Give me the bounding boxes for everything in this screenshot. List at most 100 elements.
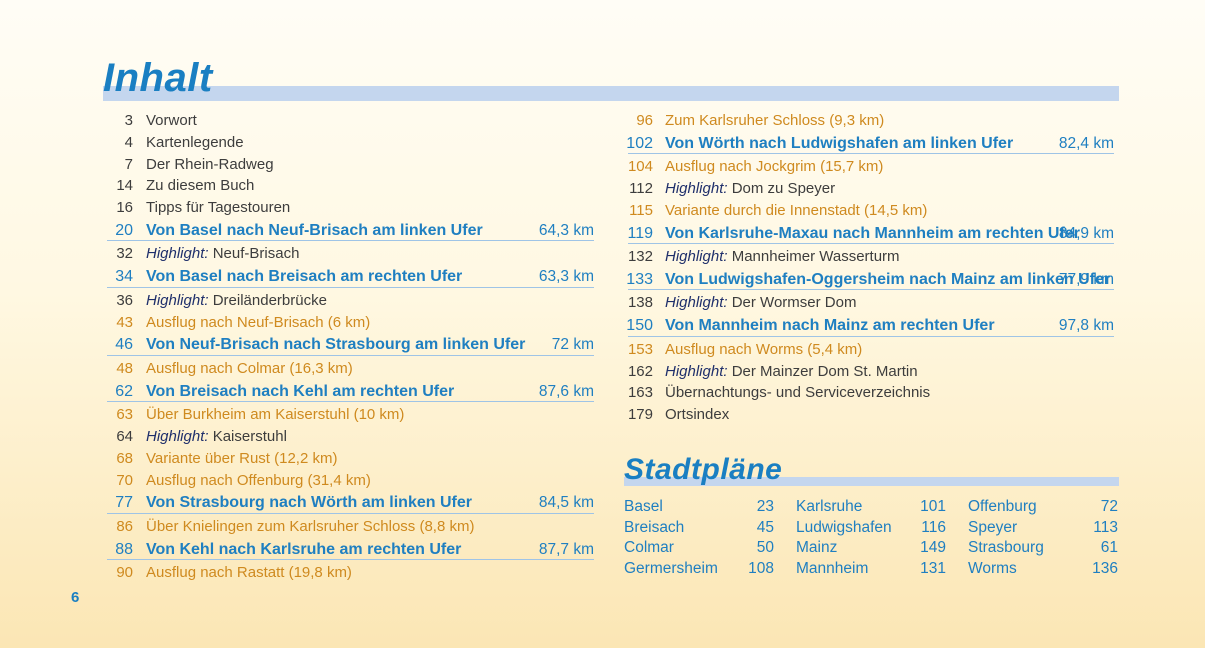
route-distance: 77,9 km: [1058, 270, 1114, 288]
toc-entry-excursion: 68 Variante über Rust (12,2 km): [103, 448, 594, 470]
toc-entry-text: Vorwort: [146, 112, 197, 129]
route-distance: 82,4 km: [1058, 134, 1114, 152]
toc-page-number: 132: [627, 248, 653, 266]
highlight-title: Der Wormser Dom: [727, 294, 857, 312]
toc-entry-text: Tipps für Tagestouren: [146, 199, 291, 217]
toc-page-number: 112: [629, 180, 653, 198]
city-name: Ludwigshafen: [796, 518, 892, 536]
toc-page-number: 32: [116, 245, 133, 263]
toc-page-number: 7: [124, 155, 133, 173]
city-name: Germersheim: [624, 560, 718, 578]
route-distance: 63,3 km: [538, 268, 594, 286]
highlight-title: Der Mainzer Dom St. Martin: [727, 362, 918, 380]
city-page-number: 108: [748, 560, 774, 578]
toc-page-number: 36: [116, 291, 133, 309]
toc-entry-text: Von Karlsruhe-Maxau nach Mannheim am rec…: [665, 224, 1080, 242]
toc-page-number: 96: [636, 112, 653, 129]
toc-page-number: 63: [116, 406, 133, 424]
toc-page-number: 90: [116, 564, 133, 582]
city-page-number: 116: [921, 518, 946, 536]
toc-page-number: 48: [116, 359, 133, 377]
toc-entry-text: Von Kehl nach Karlsruhe am rechten Ufer: [146, 540, 462, 558]
toc-entry-route: 119 Von Karlsruhe-Maxau nach Mannheim am …: [624, 222, 1114, 247]
toc-entry-text: Zu diesem Buch: [146, 177, 255, 195]
toc-page-number: 88: [115, 540, 133, 558]
toc-entry-text: Von Mannheim nach Mainz am rechten Ufer: [665, 317, 995, 335]
city-page-number: 72: [1100, 498, 1118, 515]
route-distance: 87,7 km: [538, 540, 594, 558]
toc-entry-route: 46 Von Neuf-Brisach nach Strasbourg am li…: [103, 333, 594, 358]
city-name: Breisach: [624, 518, 685, 536]
toc-entry-highlight: 138 Highlight: Der Wormser Dom: [624, 292, 1114, 314]
city-column: Offenburg 72 Speyer 113 Strasbourg 61 Worms 136: [968, 497, 1118, 580]
city-map-entry: Breisach 45: [624, 518, 774, 539]
city-page-number: 136: [1092, 560, 1118, 578]
toc-page-number: 104: [627, 158, 653, 176]
toc-entry-route: 102 Von Wörth nach Ludwigshafen am linken…: [624, 132, 1114, 157]
route-distance: 84,9 km: [1058, 224, 1114, 242]
toc-entry-route: 34 Von Basel nach Breisach am rechten Ufe…: [103, 265, 594, 290]
toc-page-number: 86: [116, 517, 133, 535]
city-page-number: 149: [920, 539, 946, 557]
toc-page-number: 14: [116, 177, 133, 195]
contents-heading: Inhalt: [103, 55, 1119, 105]
highlight-label: Highlight:: [146, 291, 209, 309]
city-map-entry: Strasbourg 61: [968, 538, 1118, 559]
toc-entry-excursion: 104 Ausflug nach Jockgrim (15,7 km): [624, 156, 1114, 178]
toc-entry-text: Von Neuf-Brisach nach Strasbourg am link…: [146, 336, 526, 354]
toc-entry-excursion: 70 Ausflug nach Offenburg (31,4 km): [103, 470, 594, 492]
toc-page-number: 4: [124, 133, 133, 151]
highlight-title: Kaiserstuhl: [208, 427, 287, 445]
toc-entry-text: Über Knielingen zum Karlsruher Schloss (…: [146, 517, 475, 535]
city-page-number: 131: [920, 560, 946, 578]
toc-entry-highlight: 32 Highlight: Neuf-Brisach: [103, 243, 594, 265]
toc-entry-text: Der Rhein-Radweg: [146, 155, 274, 173]
toc-page-number: 3: [124, 112, 133, 129]
city-name: Mainz: [796, 539, 838, 557]
toc-entry-excursion: 86 Über Knielingen zum Karlsruher Schloss…: [103, 516, 594, 538]
heading-bar: [624, 477, 1119, 486]
highlight-label: Highlight:: [665, 362, 728, 380]
toc-entry-excursion: 115 Variante durch die Innenstadt (14,5 k…: [624, 200, 1114, 222]
page-number: 6: [71, 589, 80, 606]
toc-entry-plain: 7 Der Rhein-Radweg: [103, 154, 594, 176]
toc-page-number: 133: [626, 270, 653, 288]
route-distance: 72 km: [551, 336, 594, 354]
toc-entry-text: Variante durch die Innenstadt (14,5 km): [665, 201, 928, 219]
toc-entry-plain: 3 Vorwort: [103, 110, 594, 132]
toc-entry-route: 133 Von Ludwigshafen-Oggersheim nach Main…: [624, 268, 1114, 293]
toc-page-number: 64: [116, 427, 133, 445]
city-page-number: 23: [756, 498, 774, 515]
city-page-number: 45: [756, 518, 774, 536]
toc-page-number: 119: [627, 224, 653, 242]
city-name: Basel: [624, 498, 663, 515]
toc-left-column: 3 Vorwort 4 Kartenlegende 7 Der Rhein-Radweg 1…: [103, 110, 594, 584]
city-name: Offenburg: [968, 498, 1037, 515]
toc-entry-route: 77 Von Strasbourg nach Wörth am linken Uf…: [103, 491, 594, 516]
toc-entry-plain: 163 Übernachtungs- und Serviceverzeichnis: [624, 382, 1114, 404]
toc-entry-excursion: 90 Ausflug nach Rastatt (19,8 km): [103, 562, 594, 584]
city-map-entry: Germersheim 108: [624, 559, 774, 580]
highlight-title: Dreiländerbrücke: [208, 291, 327, 309]
toc-entry-plain: 4 Kartenlegende: [103, 132, 594, 154]
toc-entry-text: Ausflug nach Neuf-Brisach (6 km): [146, 313, 371, 331]
toc-entry-text: Über Burkheim am Kaiserstuhl (10 km): [146, 406, 405, 424]
city-map-entry: Karlsruhe 101: [796, 497, 946, 518]
city-maps-heading: Stadtpläne: [624, 452, 1119, 492]
toc-entry-text: Highlight: Mannheimer Wasserturm: [665, 246, 900, 268]
toc-page-number: 62: [115, 382, 133, 400]
highlight-label: Highlight:: [146, 427, 209, 445]
toc-entry-text: Highlight: Der Mainzer Dom St. Martin: [665, 361, 918, 383]
toc-page-number: 77: [115, 494, 133, 512]
city-name: Colmar: [624, 539, 674, 557]
city-name: Worms: [968, 560, 1017, 578]
route-distance: 64,3 km: [538, 221, 594, 239]
highlight-title: Neuf-Brisach: [208, 245, 300, 263]
highlight-title: Mannheimer Wasserturm: [727, 248, 900, 266]
city-map-entry: Mannheim 131: [796, 559, 946, 580]
toc-entry-text: Ausflug nach Rastatt (19,8 km): [146, 564, 352, 582]
toc-entry-text: Von Strasbourg nach Wörth am linken Ufer: [146, 494, 472, 512]
toc-entry-plain: 14 Zu diesem Buch: [103, 175, 594, 197]
highlight-title: Dom zu Speyer: [727, 180, 836, 198]
toc-entry-highlight: 162 Highlight: Der Mainzer Dom St. Martin: [624, 361, 1114, 383]
